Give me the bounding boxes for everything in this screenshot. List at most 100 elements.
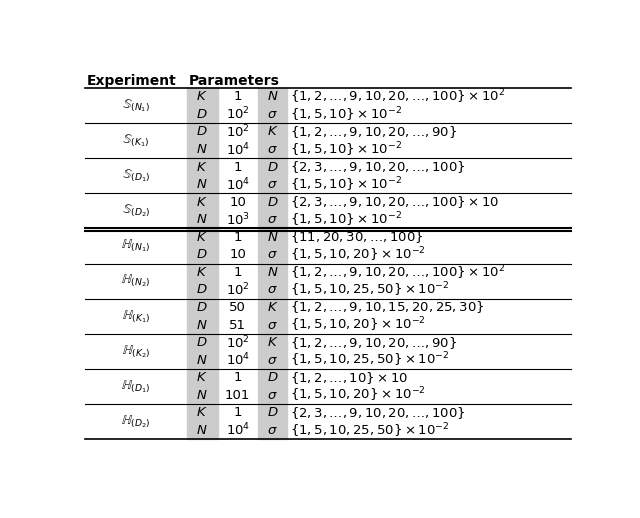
Bar — [257, 88, 287, 123]
Text: $\{1,2,\ldots,9,10,20,\ldots,100\}\times 10^2$: $\{1,2,\ldots,9,10,20,\ldots,100\}\times… — [290, 263, 505, 282]
Text: $10^3$: $10^3$ — [226, 211, 250, 228]
Text: 10: 10 — [229, 196, 246, 209]
Text: $\{1,5,10\}\times 10^{-2}$: $\{1,5,10\}\times 10^{-2}$ — [290, 210, 402, 229]
Text: $\{1,2,\ldots,9,10,20,\ldots,90\}$: $\{1,2,\ldots,9,10,20,\ldots,90\}$ — [290, 335, 457, 351]
Text: $N$: $N$ — [196, 388, 208, 401]
Text: $\{1,5,10,20\}\times 10^{-2}$: $\{1,5,10,20\}\times 10^{-2}$ — [290, 386, 426, 405]
Text: $\sigma$: $\sigma$ — [267, 108, 278, 121]
Text: $D$: $D$ — [267, 196, 278, 209]
Text: $\{2,3,\ldots,9,10,20,\ldots,100\}\times 10$: $\{2,3,\ldots,9,10,20,\ldots,100\}\times… — [290, 194, 499, 210]
Text: 1: 1 — [234, 371, 242, 384]
Text: $\{2,3,\ldots,9,10,20,\ldots,100\}$: $\{2,3,\ldots,9,10,20,\ldots,100\}$ — [290, 159, 465, 175]
Text: $D$: $D$ — [196, 108, 208, 121]
Text: $\sigma$: $\sigma$ — [267, 424, 278, 437]
Text: $10^2$: $10^2$ — [226, 124, 250, 140]
Text: $\{1,2,\ldots,9,10,20,\ldots,90\}$: $\{1,2,\ldots,9,10,20,\ldots,90\}$ — [290, 124, 457, 140]
Text: $10^4$: $10^4$ — [225, 352, 250, 368]
Text: $\sigma$: $\sigma$ — [267, 213, 278, 226]
Text: $\{1,5,10,25,50\}\times 10^{-2}$: $\{1,5,10,25,50\}\times 10^{-2}$ — [290, 421, 449, 440]
Bar — [187, 299, 218, 334]
Text: $N$: $N$ — [267, 266, 278, 279]
Text: $\mathbb{H}_{(K_1)}$: $\mathbb{H}_{(K_1)}$ — [122, 308, 150, 324]
Bar — [257, 369, 287, 404]
Bar — [187, 159, 218, 193]
Bar — [257, 123, 287, 159]
Text: $N$: $N$ — [267, 90, 278, 104]
Bar — [257, 299, 287, 334]
Text: $N$: $N$ — [196, 213, 208, 226]
Text: $\mathbb{H}_{(D_1)}$: $\mathbb{H}_{(D_1)}$ — [121, 378, 150, 395]
Text: $K$: $K$ — [196, 161, 208, 174]
Text: $\sigma$: $\sigma$ — [267, 248, 278, 261]
Text: $10^4$: $10^4$ — [225, 176, 250, 193]
Text: $\{1,5,10,25,50\}\times 10^{-2}$: $\{1,5,10,25,50\}\times 10^{-2}$ — [290, 351, 449, 369]
Text: $D$: $D$ — [267, 371, 278, 384]
Text: Experiment: Experiment — [87, 74, 177, 88]
Bar — [187, 334, 218, 369]
Text: $K$: $K$ — [267, 125, 278, 138]
Bar — [187, 228, 218, 264]
Bar — [257, 228, 287, 264]
Text: $\mathbb{S}_{(N_1)}$: $\mathbb{S}_{(N_1)}$ — [122, 97, 150, 114]
Bar — [257, 334, 287, 369]
Text: $K$: $K$ — [267, 301, 278, 314]
Text: $10^4$: $10^4$ — [225, 422, 250, 439]
Text: $D$: $D$ — [196, 336, 208, 349]
Text: Parameters: Parameters — [189, 74, 280, 88]
Text: $D$: $D$ — [196, 248, 208, 261]
Text: $\{1,5,10\}\times 10^{-2}$: $\{1,5,10\}\times 10^{-2}$ — [290, 140, 402, 159]
Text: $K$: $K$ — [196, 196, 208, 209]
Text: $\{2,3,\ldots,9,10,20,\ldots,100\}$: $\{2,3,\ldots,9,10,20,\ldots,100\}$ — [290, 405, 465, 421]
Text: $K$: $K$ — [196, 406, 208, 419]
Text: 10: 10 — [229, 248, 246, 261]
Text: $\mathbb{H}_{(K_2)}$: $\mathbb{H}_{(K_2)}$ — [122, 343, 150, 359]
Text: $10^2$: $10^2$ — [226, 334, 250, 351]
Text: 1: 1 — [234, 231, 242, 244]
Text: $D$: $D$ — [196, 301, 208, 314]
Text: $D$: $D$ — [196, 283, 208, 296]
Text: $\sigma$: $\sigma$ — [267, 283, 278, 296]
Bar — [187, 404, 218, 439]
Text: $\mathbb{S}_{(K_1)}$: $\mathbb{S}_{(K_1)}$ — [122, 133, 149, 149]
Text: $K$: $K$ — [196, 371, 208, 384]
Text: $\mathbb{H}_{(N_1)}$: $\mathbb{H}_{(N_1)}$ — [121, 238, 150, 254]
Text: $D$: $D$ — [267, 161, 278, 174]
Text: $\sigma$: $\sigma$ — [267, 319, 278, 332]
Text: $10^2$: $10^2$ — [226, 282, 250, 298]
Bar — [257, 159, 287, 193]
Text: 51: 51 — [229, 319, 246, 332]
Text: $K$: $K$ — [196, 231, 208, 244]
Text: $N$: $N$ — [196, 424, 208, 437]
Text: 1: 1 — [234, 266, 242, 279]
Text: $\sigma$: $\sigma$ — [267, 388, 278, 401]
Text: $\sigma$: $\sigma$ — [267, 178, 278, 191]
Text: $D$: $D$ — [196, 125, 208, 138]
Text: $\mathbb{S}_{(D_2)}$: $\mathbb{S}_{(D_2)}$ — [122, 203, 150, 219]
Text: $\{1,5,10,20\}\times 10^{-2}$: $\{1,5,10,20\}\times 10^{-2}$ — [290, 316, 426, 334]
Text: $10^4$: $10^4$ — [225, 141, 250, 158]
Text: 1: 1 — [234, 406, 242, 419]
Text: $\{1,5,10,25,50\}\times 10^{-2}$: $\{1,5,10,25,50\}\times 10^{-2}$ — [290, 281, 449, 299]
Text: 1: 1 — [234, 90, 242, 104]
Bar — [187, 88, 218, 123]
Text: $\{1,5,10,20\}\times 10^{-2}$: $\{1,5,10,20\}\times 10^{-2}$ — [290, 246, 426, 264]
Text: $N$: $N$ — [267, 231, 278, 244]
Text: $N$: $N$ — [196, 354, 208, 367]
Text: $\{11,20,30,\ldots,100\}$: $\{11,20,30,\ldots,100\}$ — [290, 229, 424, 245]
Text: $D$: $D$ — [267, 406, 278, 419]
Text: $K$: $K$ — [196, 266, 208, 279]
Text: 101: 101 — [225, 388, 250, 401]
Bar — [187, 193, 218, 228]
Text: $\mathbb{S}_{(D_1)}$: $\mathbb{S}_{(D_1)}$ — [122, 167, 150, 184]
Text: $\{1,2,\ldots,10\}\times 10$: $\{1,2,\ldots,10\}\times 10$ — [290, 370, 408, 385]
Text: $K$: $K$ — [267, 336, 278, 349]
Text: $N$: $N$ — [196, 143, 208, 156]
Text: $\mathbb{H}_{(N_2)}$: $\mathbb{H}_{(N_2)}$ — [121, 273, 150, 290]
Text: $K$: $K$ — [196, 90, 208, 104]
Text: $\{1,5,10\}\times 10^{-2}$: $\{1,5,10\}\times 10^{-2}$ — [290, 105, 402, 124]
Text: $10^2$: $10^2$ — [226, 106, 250, 123]
Text: $\mathbb{H}_{(D_2)}$: $\mathbb{H}_{(D_2)}$ — [121, 413, 150, 430]
Text: $N$: $N$ — [196, 319, 208, 332]
Bar — [257, 264, 287, 299]
Text: $\{1,5,10\}\times 10^{-2}$: $\{1,5,10\}\times 10^{-2}$ — [290, 175, 402, 194]
